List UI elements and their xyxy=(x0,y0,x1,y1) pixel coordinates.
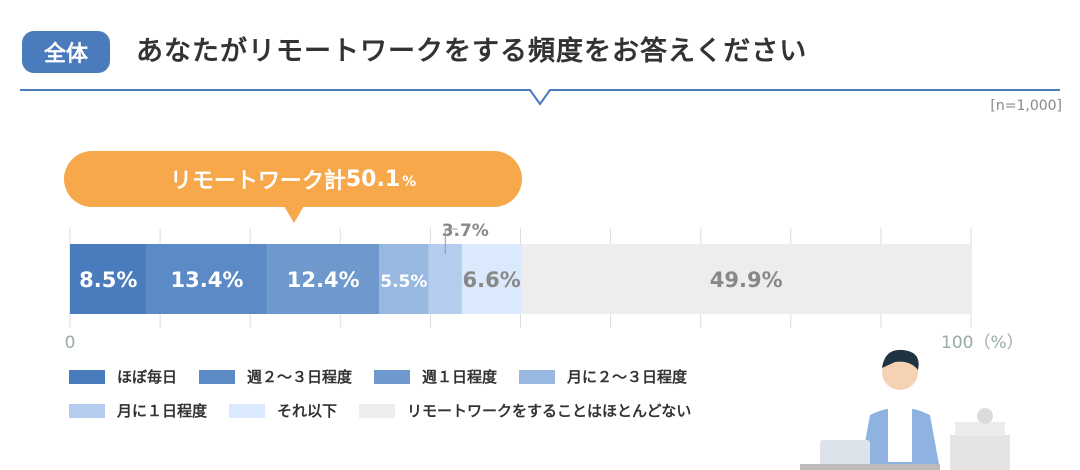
bar-segment xyxy=(70,244,147,314)
legend-item: リモートワークをすることはほとんどない xyxy=(359,400,691,421)
bar-segment xyxy=(428,244,462,314)
data-label: 3.7% xyxy=(442,221,489,241)
person-with-laptop-illustration xyxy=(800,349,1010,470)
data-label: 12.4% xyxy=(287,268,360,292)
legend-label: 週１日程度 xyxy=(422,368,498,386)
legend-item: 月に２〜３日程度 xyxy=(519,366,687,387)
legend-item: ほぼ毎日 xyxy=(69,366,177,387)
legend-label: 月に２〜３日程度 xyxy=(567,368,688,386)
legend-item: 月に１日程度 xyxy=(69,400,207,421)
legend-swatch xyxy=(519,369,556,384)
legend-swatch xyxy=(69,369,105,384)
bar-segment xyxy=(461,244,522,314)
bar-segment xyxy=(267,244,380,314)
scope-badge: 全体 xyxy=(22,31,110,73)
legend-label: それ以下 xyxy=(277,402,338,420)
legend-row-2: 月に１日程度 それ以下 リモートワークをすることはほとんどない xyxy=(69,400,713,421)
legend-item: 週２〜３日程度 xyxy=(199,366,352,387)
header-divider xyxy=(20,89,1060,106)
legend-label: 週２〜３日程度 xyxy=(247,368,353,386)
callout-value: 50.1 xyxy=(345,166,401,192)
x-tick-label: 0 xyxy=(65,333,76,353)
page-title: あなたがリモートワークをする頻度をお答えください xyxy=(136,36,808,67)
data-label: 8.5% xyxy=(79,268,137,292)
remote-total-callout: リモートワーク計 50.1 % xyxy=(64,151,522,223)
bar-segment xyxy=(379,244,429,314)
callout-unit: % xyxy=(402,174,417,190)
legend-swatch xyxy=(229,403,266,418)
data-label: 13.4% xyxy=(171,268,244,292)
data-label: 6.6% xyxy=(463,268,521,292)
legend-swatch xyxy=(374,369,411,384)
legend-swatch xyxy=(199,369,236,384)
legend-item: 週１日程度 xyxy=(374,366,497,387)
legend-label: 月に１日程度 xyxy=(117,402,208,420)
x-tick-label: 100（%） xyxy=(941,333,1024,353)
stacked-bar-chart: 8.5% 13.4% 12.4% 5.5% 3.7% 6.6% 49.9% 0 100（%） xyxy=(65,221,1024,353)
legend-item: それ以下 xyxy=(229,400,337,421)
legend-row-1: ほぼ毎日 週２〜３日程度 週１日程度 月に２〜３日程度 xyxy=(69,366,709,387)
bar-segment xyxy=(146,244,268,314)
legend-swatch xyxy=(69,403,105,418)
sample-size: [n=1,000] xyxy=(990,98,1062,114)
leader-line xyxy=(444,228,458,254)
bar-segment xyxy=(521,244,971,314)
legend-label: ほぼ毎日 xyxy=(117,368,178,386)
data-label: 49.9% xyxy=(710,268,783,292)
legend-swatch xyxy=(359,403,396,418)
callout-label: リモートワーク計 xyxy=(169,169,346,194)
legend-label: リモートワークをすることはほとんどない xyxy=(407,402,692,420)
data-label: 5.5% xyxy=(380,272,427,292)
